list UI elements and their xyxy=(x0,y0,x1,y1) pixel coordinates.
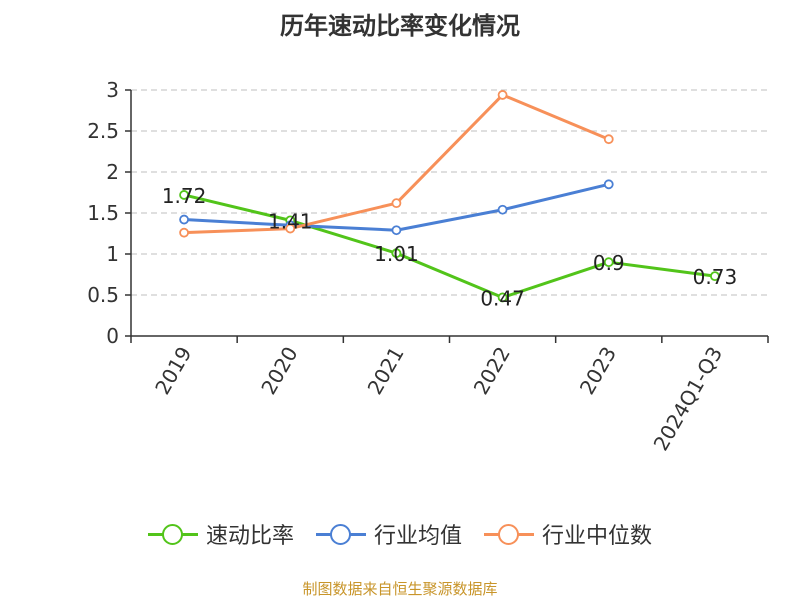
data-point xyxy=(179,190,189,200)
data-point xyxy=(391,198,402,209)
y-tick-label: 0 xyxy=(106,324,119,348)
data-point xyxy=(179,214,189,225)
legend-label-industry-median: 行业中位数 xyxy=(542,524,653,549)
y-tick-label: 0.5 xyxy=(87,283,119,307)
data-point xyxy=(497,90,508,100)
data-source-note: 制图数据来自恒生聚源数据库 xyxy=(302,580,498,598)
data-point xyxy=(497,204,508,215)
x-tick-label: 2023 xyxy=(575,343,621,399)
legend-item-quick-ratio[interactable]: 速动比率 xyxy=(147,518,294,550)
legend-marker-quick-ratio xyxy=(147,522,198,546)
x-tick-label: 2020 xyxy=(256,343,302,399)
chart-title: 历年速动比率变化情况 xyxy=(280,12,520,40)
data-point xyxy=(391,248,402,259)
legend-label-industry-mean: 行业均值 xyxy=(373,524,462,549)
series-line-2 xyxy=(184,93,610,235)
data-label: 0.9 xyxy=(593,251,625,275)
series-line-0 xyxy=(183,193,716,299)
x-tick-label: 2019 xyxy=(150,343,196,399)
data-point xyxy=(603,179,614,190)
y-tick-label: 2 xyxy=(106,160,119,184)
legend: 速动比率 行业均值 行业中位数 xyxy=(0,518,800,550)
legend-item-industry-median[interactable]: 行业中位数 xyxy=(484,518,652,550)
y-tick-label: 1.5 xyxy=(87,201,119,225)
y-tick-label: 1 xyxy=(106,242,119,266)
data-point xyxy=(391,225,402,236)
data-label: 1.72 xyxy=(162,184,207,208)
y-tick-label: 2.5 xyxy=(87,119,119,143)
legend-label-quick-ratio: 速动比率 xyxy=(205,524,294,549)
data-label: 0.47 xyxy=(480,286,525,310)
x-tick-label: 2024Q1-Q3 xyxy=(649,343,728,455)
data-point xyxy=(285,223,296,234)
y-tick-label: 3 xyxy=(106,78,119,102)
data-point xyxy=(710,271,720,282)
data-label: 1.01 xyxy=(374,242,419,266)
x-tick-label: 2022 xyxy=(469,343,515,399)
legend-marker-industry-mean xyxy=(315,522,366,546)
data-point xyxy=(497,292,508,303)
data-label: 1.41 xyxy=(268,209,313,233)
legend-marker-industry-median xyxy=(484,522,534,546)
data-point xyxy=(603,257,614,268)
legend-item-industry-mean[interactable]: 行业均值 xyxy=(315,518,462,550)
data-point xyxy=(179,227,189,238)
data-point xyxy=(603,134,614,145)
x-tick-label: 2021 xyxy=(363,343,409,399)
data-label: 0.73 xyxy=(693,265,738,289)
